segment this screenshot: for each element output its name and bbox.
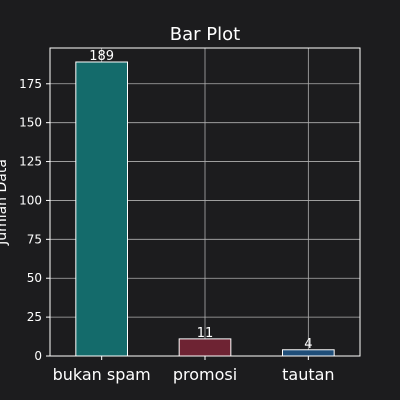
data-label: 11 xyxy=(197,326,214,341)
data-label: 4 xyxy=(304,337,312,352)
y-tick-label: 175 xyxy=(19,77,42,91)
y-tick-label: 75 xyxy=(27,232,42,246)
y-axis-label: Jumlah Data xyxy=(0,159,10,246)
bar-promosi xyxy=(178,338,232,357)
x-axis-ticks: bukan spam promosi tautan xyxy=(53,356,335,384)
chart-title: Bar Plot xyxy=(170,24,240,45)
x-tick-label: promosi xyxy=(173,365,237,384)
data-labels: 189 11 4 xyxy=(89,49,312,352)
y-tick-label: 0 xyxy=(34,349,42,363)
bar-bukan-spam xyxy=(75,61,129,357)
data-label: 189 xyxy=(89,49,114,64)
y-tick-label: 50 xyxy=(27,271,42,285)
y-axis-ticks: 0 25 50 75 100 125 150 175 xyxy=(19,77,50,363)
y-tick-label: 25 xyxy=(27,310,42,324)
x-tick-label: tautan xyxy=(282,365,334,384)
y-tick-label: 100 xyxy=(19,193,42,207)
y-tick-label: 150 xyxy=(19,116,42,130)
x-tick-label: bukan spam xyxy=(53,365,151,384)
y-tick-label: 125 xyxy=(19,155,42,169)
